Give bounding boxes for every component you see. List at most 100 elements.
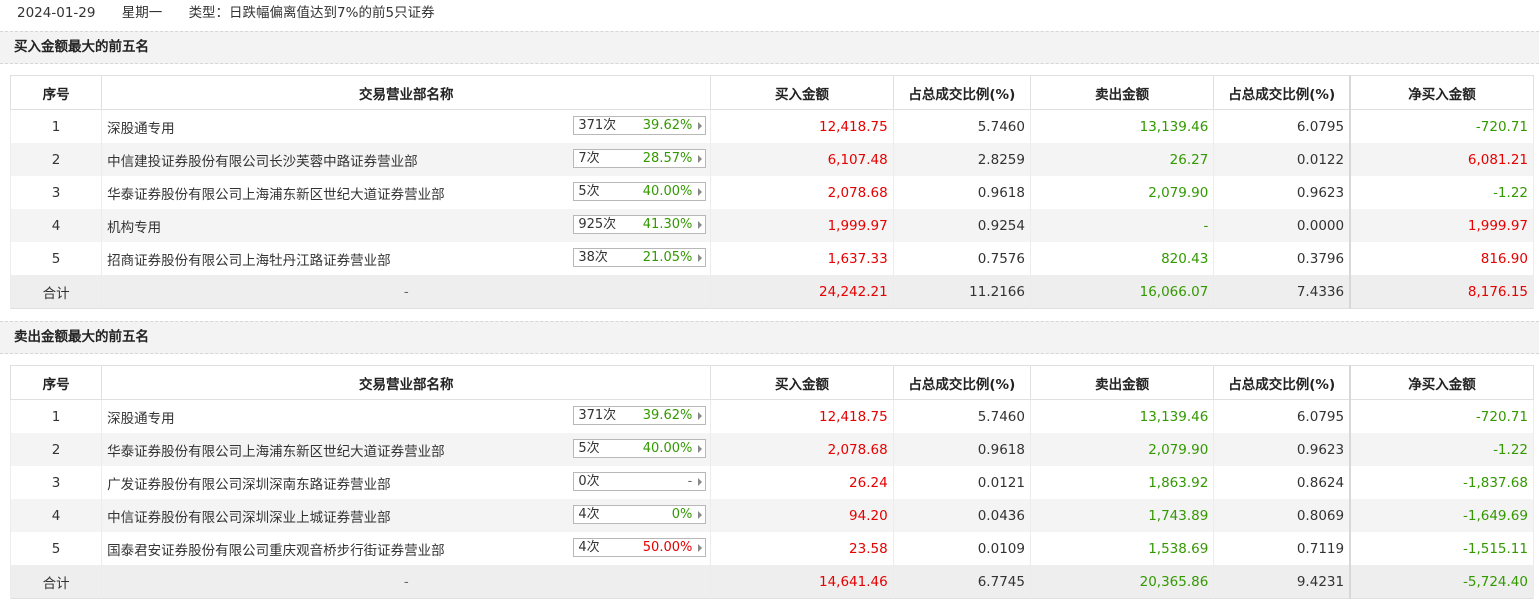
broker-name-link[interactable]: 国泰君安证券股份有限公司重庆观音桥步行街证券营业部 (107, 542, 445, 559)
section-title: 卖出金额最大的前五名 (0, 321, 1539, 354)
sell-ratio: 0.8624 (1213, 466, 1351, 499)
win-rate-badge[interactable]: 7次 28.57% (573, 149, 707, 168)
caret-right-icon (698, 122, 703, 130)
date-label: 2024-01-29 (17, 5, 96, 21)
buy-amount: 2,078.68 (710, 176, 894, 209)
broker-name-cell: 深股通专用 371次 39.62% (101, 399, 712, 433)
column-header[interactable]: 占总成交比例(%) (1213, 75, 1351, 110)
net-buy-amount: 816.90 (1349, 242, 1535, 275)
buy-amount: 26.24 (710, 466, 894, 499)
broker-name-link[interactable]: 深股通专用 (107, 120, 175, 137)
win-rate-percent: 0% (671, 507, 693, 522)
total-name-placeholder: - (101, 275, 712, 309)
column-header[interactable]: 净买入金额 (1349, 75, 1535, 110)
broker-name-link[interactable]: 广发证券股份有限公司深圳深南东路证券营业部 (107, 476, 391, 493)
broker-name-link[interactable]: 深股通专用 (107, 410, 175, 427)
column-header[interactable]: 买入金额 (710, 365, 894, 400)
win-rate-badge[interactable]: 38次 21.05% (573, 248, 707, 267)
broker-name-cell: 机构专用 925次 41.30% (101, 209, 712, 242)
net-buy-amount: -1,837.68 (1349, 466, 1535, 499)
sell-amount: 13,139.46 (1029, 399, 1215, 433)
listing-count: 4次 (578, 507, 600, 522)
sell-ratio: 6.0795 (1213, 109, 1351, 143)
buy-amount: 23.58 (710, 532, 894, 565)
buy-ratio: 0.9618 (892, 176, 1031, 209)
row-index: 2 (9, 433, 103, 466)
listing-count: 7次 (578, 151, 600, 166)
column-header[interactable]: 交易营业部名称 (101, 365, 712, 400)
caret-right-icon (698, 544, 703, 552)
sell-ratio: 6.0795 (1213, 399, 1351, 433)
total-name-placeholder: - (101, 565, 712, 599)
total-net-buy-amount: 8,176.15 (1349, 275, 1535, 309)
sell-amount: 1,863.92 (1029, 466, 1215, 499)
listing-count: 38次 (578, 250, 608, 265)
win-rate-percent: 21.05% (642, 250, 693, 265)
sell-amount: 2,079.90 (1029, 433, 1215, 466)
filter-bar: 2024-01-29 星期一 类型：日跌幅偏离值达到7%的前5只证券 (0, 0, 1539, 26)
net-buy-amount: 1,999.97 (1349, 209, 1535, 242)
broker-name-cell: 招商证券股份有限公司上海牡丹江路证券营业部 38次 21.05% (101, 242, 712, 275)
column-header[interactable]: 卖出金额 (1029, 75, 1215, 110)
caret-right-icon (698, 412, 703, 420)
broker-name-link[interactable]: 中信证券股份有限公司深圳深业上城证券营业部 (107, 509, 391, 526)
net-buy-amount: -1,649.69 (1349, 499, 1535, 532)
column-header[interactable]: 占总成交比例(%) (892, 365, 1031, 400)
buy-amount: 94.20 (710, 499, 894, 532)
win-rate-badge[interactable]: 4次 50.00% (573, 538, 707, 557)
broker-name-cell: 华泰证券股份有限公司上海浦东新区世纪大道证券营业部 5次 40.00% (101, 433, 712, 466)
table-row: 4 中信证券股份有限公司深圳深业上城证券营业部 4次 0% 94.20 0.0436 1,7… (9, 499, 1535, 532)
listing-count: 925次 (578, 217, 617, 232)
sell-ratio: 0.9623 (1213, 433, 1351, 466)
win-rate-percent: 40.00% (642, 441, 693, 456)
broker-name-link[interactable]: 华泰证券股份有限公司上海浦东新区世纪大道证券营业部 (107, 443, 445, 460)
broker-name-link[interactable]: 华泰证券股份有限公司上海浦东新区世纪大道证券营业部 (107, 186, 445, 203)
column-header[interactable]: 序号 (9, 75, 103, 110)
win-rate-badge[interactable]: 0次 - (573, 472, 707, 491)
sell-amount: 1,538.69 (1029, 532, 1215, 565)
sell-amount: 820.43 (1029, 242, 1215, 275)
listing-count: 5次 (578, 184, 600, 199)
column-header[interactable]: 占总成交比例(%) (892, 75, 1031, 110)
win-rate-badge[interactable]: 371次 39.62% (573, 406, 707, 425)
total-sell-ratio: 7.4336 (1213, 275, 1351, 309)
broker-name-link[interactable]: 招商证券股份有限公司上海牡丹江路证券营业部 (107, 252, 391, 269)
win-rate-percent: 41.30% (642, 217, 693, 232)
row-index: 2 (9, 143, 103, 176)
table-row: 2 华泰证券股份有限公司上海浦东新区世纪大道证券营业部 5次 40.00% 2,078.… (9, 433, 1535, 466)
column-header[interactable]: 净买入金额 (1349, 365, 1535, 400)
buy-ratio: 0.9254 (892, 209, 1031, 242)
net-buy-amount: -1.22 (1349, 433, 1535, 466)
broker-name-link[interactable]: 中信建投证券股份有限公司长沙芙蓉中路证券营业部 (107, 153, 418, 170)
net-buy-amount: -720.71 (1349, 399, 1535, 433)
win-rate-badge[interactable]: 5次 40.00% (573, 439, 707, 458)
column-header[interactable]: 买入金额 (710, 75, 894, 110)
sell-amount: 26.27 (1029, 143, 1215, 176)
total-sell-amount: 20,365.86 (1029, 565, 1215, 599)
column-header[interactable]: 卖出金额 (1029, 365, 1215, 400)
listing-count: 4次 (578, 540, 600, 555)
buy-amount: 12,418.75 (710, 109, 894, 143)
win-rate-percent: 40.00% (642, 184, 693, 199)
total-row: 合计 -14,641.46 6.7745 20,365.86 9.4231 -5,724.… (9, 565, 1535, 599)
broker-name-link[interactable]: 机构专用 (107, 219, 162, 236)
caret-right-icon (698, 254, 703, 262)
buy-ratio: 0.9618 (892, 433, 1031, 466)
sections-container: 买入金额最大的前五名 序号 交易营业部名称 买入金额 占总成交比例(%) 卖出金额 占总成交… (0, 31, 1539, 599)
buy-amount: 2,078.68 (710, 433, 894, 466)
listing-count: 5次 (578, 441, 600, 456)
win-rate-badge[interactable]: 5次 40.00% (573, 182, 707, 201)
win-rate-badge[interactable]: 4次 0% (573, 505, 707, 524)
net-buy-amount: -1,515.11 (1349, 532, 1535, 565)
column-header[interactable]: 交易营业部名称 (101, 75, 712, 110)
column-header[interactable]: 占总成交比例(%) (1213, 365, 1351, 400)
broker-name-cell: 广发证券股份有限公司深圳深南东路证券营业部 0次 - (101, 466, 712, 499)
sell-ratio: 0.7119 (1213, 532, 1351, 565)
weekday-label: 星期一 (121, 5, 163, 21)
total-buy-ratio: 11.2166 (892, 275, 1031, 309)
table-row: 3 华泰证券股份有限公司上海浦东新区世纪大道证券营业部 5次 40.00% 2,078.… (9, 176, 1535, 209)
win-rate-badge[interactable]: 925次 41.30% (573, 215, 707, 234)
win-rate-badge[interactable]: 371次 39.62% (573, 116, 707, 135)
buy-amount: 1,999.97 (710, 209, 894, 242)
column-header[interactable]: 序号 (9, 365, 103, 400)
